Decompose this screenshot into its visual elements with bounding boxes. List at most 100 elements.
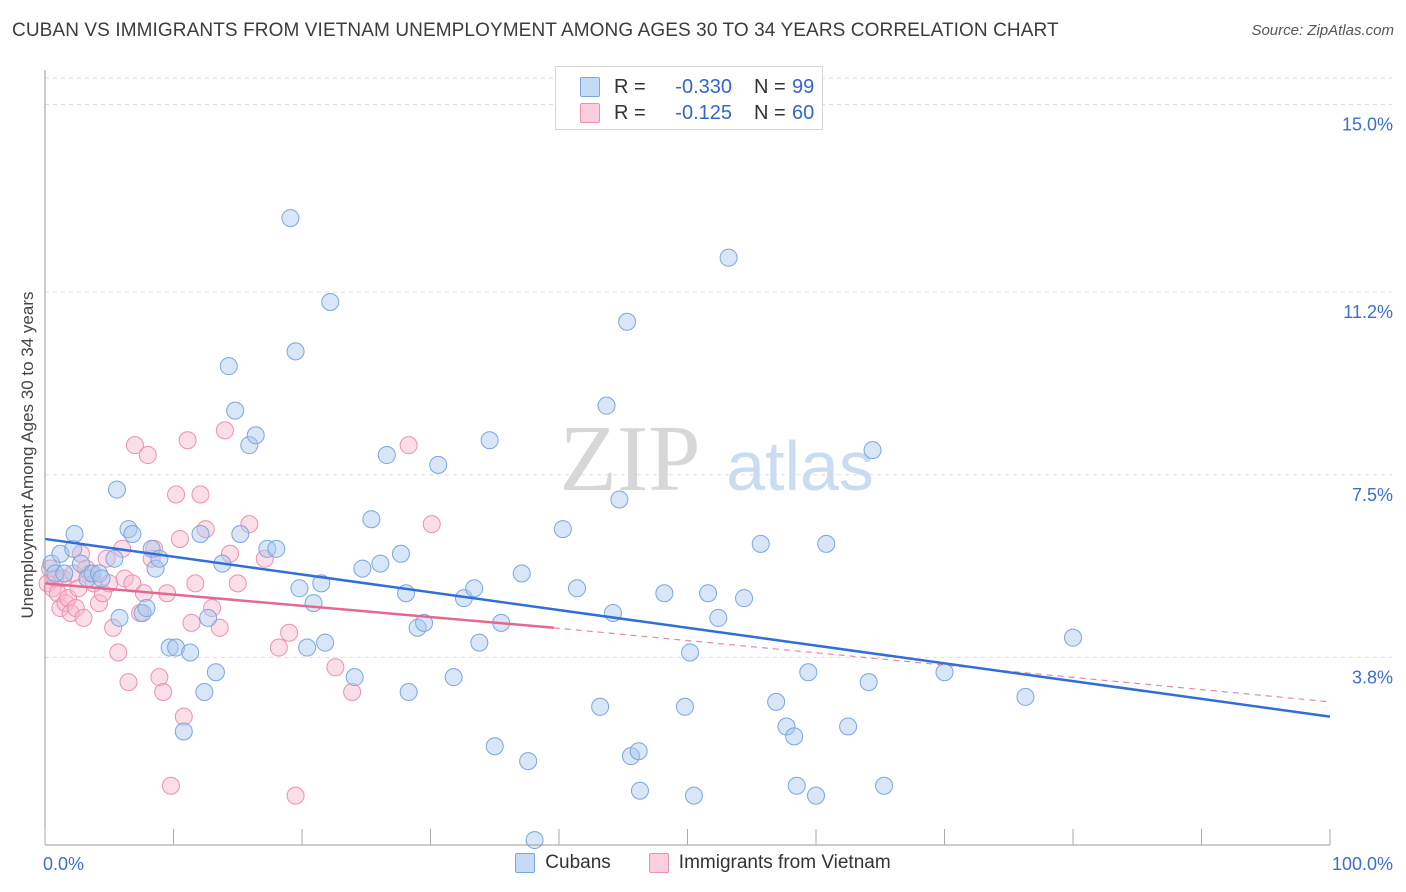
cuban-point bbox=[174, 722, 193, 741]
cuban-point bbox=[1016, 687, 1035, 706]
vietnam-swatch bbox=[580, 103, 600, 123]
cuban-point bbox=[777, 717, 796, 736]
vietnam-point bbox=[196, 520, 215, 539]
vietnam-point bbox=[125, 436, 144, 455]
vietnam-point bbox=[174, 707, 193, 726]
series-cubans bbox=[42, 209, 1082, 850]
legend-r-value: -0.330 bbox=[675, 75, 732, 98]
cuban-point bbox=[610, 490, 629, 509]
cuban-point bbox=[281, 209, 300, 228]
vietnam-point bbox=[191, 485, 210, 504]
vietnam-point bbox=[154, 682, 173, 701]
cuban-point bbox=[65, 525, 84, 544]
cuban-point bbox=[699, 584, 718, 603]
cuban-point bbox=[107, 480, 126, 499]
cuban-point bbox=[1064, 628, 1082, 647]
vietnam-point bbox=[215, 421, 234, 440]
legend-n-value: 60 bbox=[792, 101, 815, 124]
vietnam-point bbox=[221, 544, 240, 563]
cuban-point bbox=[362, 510, 381, 529]
cuban-point bbox=[391, 544, 410, 563]
vietnam-point bbox=[109, 643, 128, 662]
cuban-point bbox=[512, 564, 531, 583]
cuban-point bbox=[567, 579, 586, 598]
legend-n-value: 99 bbox=[792, 75, 815, 98]
cuban-point bbox=[675, 697, 694, 716]
cuban-point bbox=[485, 737, 504, 756]
cuban-point bbox=[629, 742, 648, 761]
cuban-point bbox=[286, 342, 305, 361]
vietnam-point bbox=[66, 599, 85, 618]
cuban-point bbox=[863, 441, 882, 460]
cuban-trend-line bbox=[44, 537, 1331, 718]
grid-layer bbox=[45, 77, 1392, 658]
cuban-point bbox=[83, 564, 102, 583]
legend-n-label: N = bbox=[754, 101, 786, 124]
cuban-point bbox=[630, 781, 649, 800]
cuban-point bbox=[146, 559, 165, 578]
y-tick-label: 3.8% bbox=[1352, 667, 1393, 687]
vietnam-legend-label: Immigrants from Vietnam bbox=[678, 852, 891, 873]
vietnam-point bbox=[182, 613, 201, 632]
vietnam-point bbox=[161, 776, 180, 795]
watermark-atlas: atlas bbox=[726, 427, 874, 505]
cuban-point bbox=[684, 786, 703, 805]
legend-item-cubans: Cubans bbox=[515, 852, 611, 874]
vietnam-point bbox=[170, 529, 189, 548]
vietnam-point bbox=[178, 431, 197, 450]
cuban-point bbox=[807, 786, 825, 805]
series-vietnam bbox=[38, 421, 441, 805]
cuban-point bbox=[735, 589, 754, 608]
cuban-point bbox=[655, 584, 674, 603]
cuban-point bbox=[226, 401, 245, 420]
cuban-point bbox=[312, 574, 331, 593]
cuban-point bbox=[321, 293, 340, 312]
vietnam-point bbox=[280, 623, 299, 642]
vietnam-point bbox=[56, 594, 75, 613]
cuban-point bbox=[399, 682, 418, 701]
cuban-point bbox=[935, 663, 954, 682]
x-tick-label: 0.0% bbox=[43, 854, 84, 874]
legend-row-cubans: R = -0.330 N = 99 bbox=[580, 75, 814, 99]
cuban-point bbox=[123, 525, 142, 544]
vietnam-point bbox=[97, 549, 116, 568]
vietnam-point bbox=[89, 594, 108, 613]
cuban-point bbox=[105, 549, 124, 568]
axis-layer: 3.8% 7.5% 11.2% 15.0% 0.0% 100.0% bbox=[43, 70, 1393, 874]
cuban-point bbox=[859, 673, 878, 692]
cuban-point bbox=[206, 663, 225, 682]
correlation-legend: R = -0.330 N = 99 R = -0.125 N = 60 bbox=[555, 66, 823, 130]
cuban-point bbox=[470, 633, 489, 652]
cuban-point bbox=[160, 638, 179, 657]
cuban-point bbox=[290, 579, 309, 598]
cuban-point bbox=[553, 520, 572, 539]
vietnam-point bbox=[203, 599, 222, 618]
cuban-point bbox=[597, 396, 616, 415]
trend-layer bbox=[44, 537, 1331, 718]
series-legend: Cubans Immigrants from Vietnam bbox=[0, 852, 1406, 874]
y-tick-label: 7.5% bbox=[1352, 485, 1393, 505]
vietnam-point bbox=[422, 515, 441, 534]
cuban-point bbox=[110, 608, 129, 627]
cuban-point bbox=[719, 248, 738, 267]
y-tick-label: 11.2% bbox=[1343, 302, 1393, 322]
cuban-point bbox=[304, 594, 323, 613]
legend-r-value: -0.125 bbox=[675, 101, 732, 124]
cuban-point bbox=[875, 776, 894, 795]
cuban-point bbox=[219, 357, 238, 376]
cuban-point bbox=[240, 436, 259, 455]
vietnam-point bbox=[326, 658, 345, 677]
vietnam-point bbox=[138, 446, 157, 465]
cubans-legend-swatch bbox=[515, 853, 536, 873]
vietnam-trend-line bbox=[44, 582, 554, 630]
cuban-point bbox=[267, 539, 286, 558]
vietnam-point bbox=[228, 574, 247, 593]
cuban-point bbox=[839, 717, 858, 736]
legend-n-label: N = bbox=[754, 75, 786, 98]
cuban-point bbox=[231, 525, 250, 544]
vietnam-point bbox=[104, 618, 123, 637]
cuban-point bbox=[42, 554, 61, 573]
cuban-point bbox=[377, 446, 396, 465]
cuban-point bbox=[199, 608, 218, 627]
